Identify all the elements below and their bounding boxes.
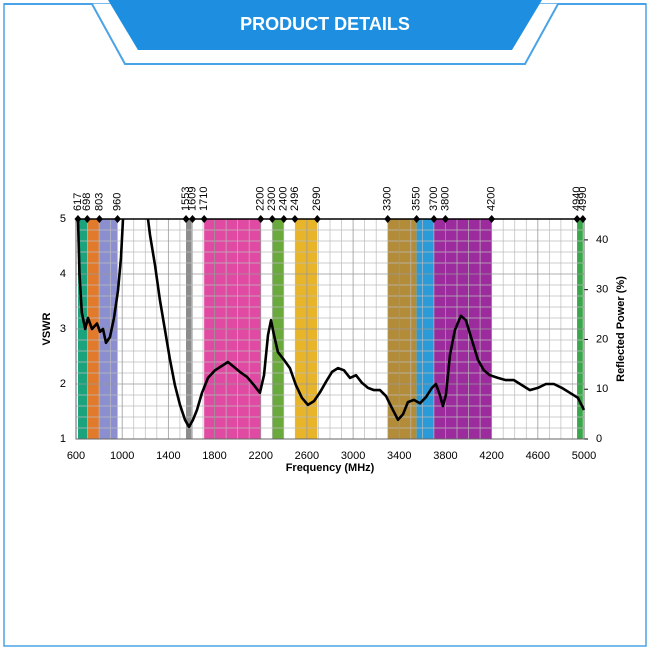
x2-tick-diamond xyxy=(257,215,265,223)
x2-tick-diamond xyxy=(384,215,392,223)
x2-tick-diamond xyxy=(280,215,288,223)
x2-tick-label: 4940 xyxy=(571,187,583,211)
x2-tick-label: 960 xyxy=(111,193,123,211)
x-tick-label: 3800 xyxy=(433,450,457,462)
y2-tick-label: 20 xyxy=(596,333,608,345)
x2-tick-label: 3700 xyxy=(428,187,440,211)
x-tick-label: 4200 xyxy=(479,450,503,462)
x-tick-label: 1800 xyxy=(202,450,226,462)
x-tick-label: 5000 xyxy=(572,450,596,462)
y2-tick-label: 10 xyxy=(596,383,608,395)
y-tick-label: 3 xyxy=(60,323,66,335)
x2-tick-diamond xyxy=(268,215,276,223)
x2-tick-label: 4200 xyxy=(486,187,498,211)
x2-tick-diamond xyxy=(579,215,587,223)
x2-tick-diamond xyxy=(200,215,208,223)
y2-tick-label: 0 xyxy=(596,433,602,445)
header-title: PRODUCT DETAILS xyxy=(240,14,410,34)
x2-tick-label: 617 xyxy=(72,193,84,211)
y-axis-label: VSWR xyxy=(41,312,53,345)
x2-tick-label: 1609 xyxy=(186,187,198,211)
x2-tick-label: 803 xyxy=(93,193,105,211)
x-tick-label: 2600 xyxy=(295,450,319,462)
chart: 600 1000 1400 1800 2200 2600 3000 3400 3800 4200 4… xyxy=(41,187,627,474)
x2-tick-diamond xyxy=(313,215,321,223)
x-tick-label: 2200 xyxy=(248,450,272,462)
x2-tick-diamond xyxy=(430,215,438,223)
x2-tick-label: 3550 xyxy=(410,187,422,211)
x2-tick-label: 3300 xyxy=(382,187,394,211)
x2-tick-diamond xyxy=(573,215,581,223)
x-tick-label: 600 xyxy=(67,450,85,462)
x2-tick-label: 698 xyxy=(81,193,93,211)
x2-tick-label: 1553 xyxy=(180,187,192,211)
x2-tick-diamond xyxy=(488,215,496,223)
x2-tick-label: 2200 xyxy=(255,187,267,211)
x2-tick-diamond xyxy=(188,215,196,223)
x2-tick-diamond xyxy=(413,215,421,223)
y-tick-label: 1 xyxy=(60,433,66,445)
x2-tick-diamond xyxy=(114,215,122,223)
y2-tick-label: 40 xyxy=(596,234,608,246)
x-tick-label: 1000 xyxy=(110,450,134,462)
x2-tick-diamond xyxy=(74,215,82,223)
x2-tick-label: 2496 xyxy=(289,187,301,211)
y2-tick-label: 30 xyxy=(596,284,608,296)
y-tick-label: 5 xyxy=(60,213,66,225)
x2-tick-label: 2690 xyxy=(311,187,323,211)
x2-tick-label: 1710 xyxy=(198,187,210,211)
y-tick-label: 4 xyxy=(60,268,66,280)
x-axis-label: Frequency (MHz) xyxy=(286,462,375,474)
x2-tick-diamond xyxy=(441,215,449,223)
x2-tick-label: 4990 xyxy=(577,187,589,211)
x2-tick-diamond xyxy=(182,215,190,223)
x-tick-label: 3000 xyxy=(341,450,365,462)
x2-tick-label: 2400 xyxy=(278,187,290,211)
x2-tick-diamond xyxy=(291,215,299,223)
x2-tick-label: 3800 xyxy=(439,187,451,211)
x2-tick-diamond xyxy=(95,215,103,223)
x-tick-label: 1400 xyxy=(156,450,180,462)
vswr-line xyxy=(76,218,586,429)
x-tick-label: 3400 xyxy=(387,450,411,462)
x2-tick-label: 2300 xyxy=(266,187,278,211)
y2-axis-label: Reflected Power (%) xyxy=(615,276,627,382)
header-banner xyxy=(108,0,542,50)
x2-tick-diamond xyxy=(83,215,91,223)
x-tick-label: 4600 xyxy=(526,450,550,462)
y-tick-label: 2 xyxy=(60,378,66,390)
